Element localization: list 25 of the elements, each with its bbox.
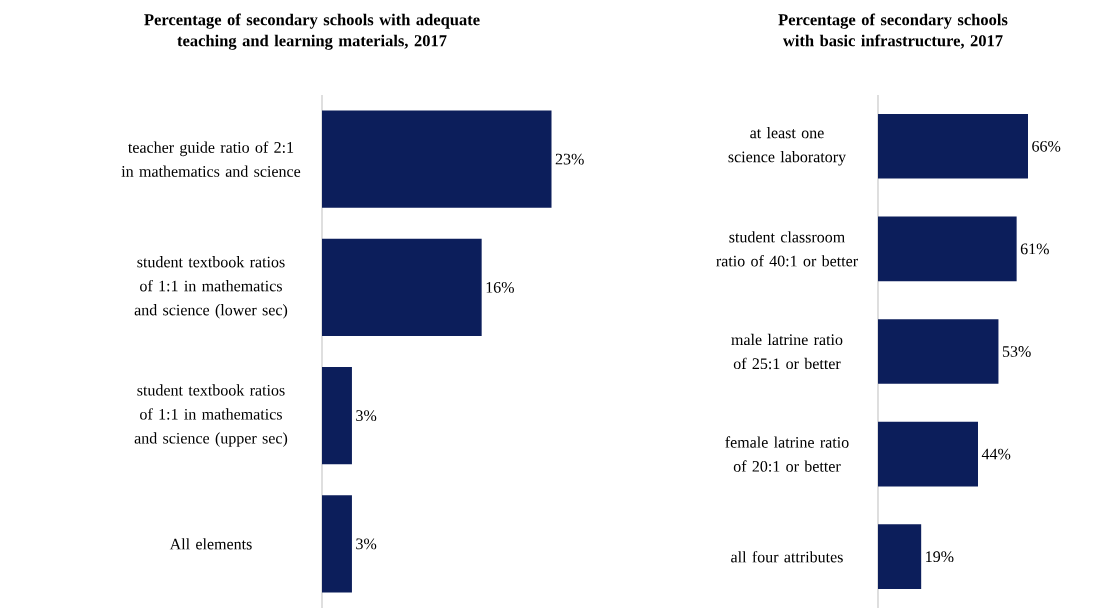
data-label: 53% bbox=[1002, 346, 1031, 357]
bar bbox=[878, 524, 922, 590]
bar bbox=[878, 113, 1028, 179]
chart-title: Percentage of secondary schools with adequate teaching and learning materials, 2017 bbox=[144, 13, 480, 50]
y-tick-label: at least one science laboratory bbox=[728, 127, 846, 166]
data-label: 23% bbox=[555, 153, 584, 165]
data-label: 16% bbox=[486, 281, 514, 293]
data-label: 66% bbox=[1032, 140, 1061, 152]
y-tick-label: student classroom ratio of 40:1 or better bbox=[716, 231, 858, 267]
y-tick-label: teacher guide ratio of 2:1 in mathematics and science bbox=[121, 141, 301, 177]
y-tick-label: all four attributes bbox=[731, 550, 843, 563]
data-label: 3% bbox=[356, 410, 377, 422]
y-tick-label: male latrine ratio of 25:1 or better bbox=[731, 333, 843, 370]
data-label: 44% bbox=[981, 448, 1011, 460]
data-label: 61% bbox=[1020, 243, 1049, 255]
y-tick-label: All elements bbox=[169, 538, 252, 550]
data-label: 3% bbox=[356, 538, 377, 550]
bar bbox=[878, 421, 978, 487]
y-tick-label: female latrine ratio of 20:1 or better bbox=[725, 436, 849, 472]
chart-title: Percentage of secondary schools with basic infrastructure, 2017 bbox=[778, 13, 1008, 49]
y-tick-label: student textbook ratios of 1:1 in mathematics and science (lower sec) bbox=[134, 256, 288, 319]
bar bbox=[878, 216, 1017, 282]
data-label: 19% bbox=[926, 551, 954, 563]
y-tick-label: student textbook ratios of 1:1 in mathematics and science (upper sec) bbox=[134, 384, 288, 447]
bar bbox=[878, 319, 999, 384]
